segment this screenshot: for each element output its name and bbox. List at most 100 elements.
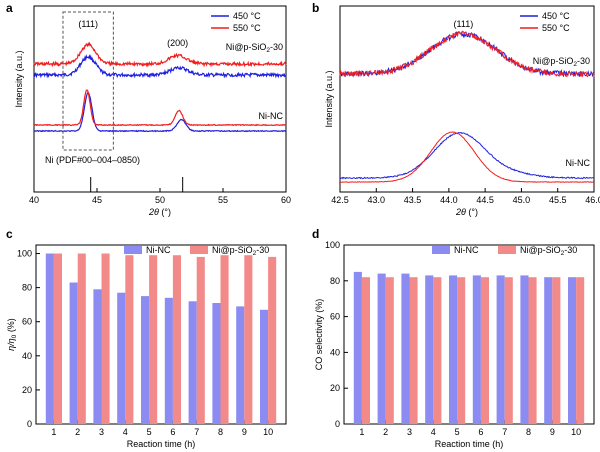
x-tick-label-b: 45.5 bbox=[549, 195, 567, 205]
bar-c bbox=[220, 255, 229, 424]
bar-d bbox=[401, 273, 410, 424]
bar-c bbox=[236, 306, 245, 424]
y-axis-label-d: CO selectivity (%) bbox=[314, 299, 324, 371]
bar-d bbox=[457, 277, 466, 424]
legend-450-a: 450 °C bbox=[233, 11, 261, 21]
highlight-box bbox=[62, 11, 114, 151]
y-tick-label-c: 80 bbox=[22, 283, 32, 293]
legend-label-c: Ni@p-SiO2-30 bbox=[212, 245, 269, 257]
bar-c bbox=[77, 253, 86, 424]
x-tick-label-d: 5 bbox=[455, 427, 460, 437]
bar-c bbox=[196, 256, 205, 424]
legend-label-c: Ni-NC bbox=[146, 245, 171, 255]
y-tick-label-c: 100 bbox=[17, 249, 32, 259]
y-axis-label-c: η/η0 (%) bbox=[6, 318, 18, 351]
peak-label-111-a: (111) bbox=[78, 19, 98, 29]
peak-label-200-a: (200) bbox=[167, 38, 188, 48]
bar-d bbox=[496, 275, 505, 424]
panel-label-c: c bbox=[6, 227, 13, 241]
y-tick-label-c: 0 bbox=[27, 419, 32, 429]
x-tick-label-b: 44.5 bbox=[476, 195, 494, 205]
bar-d bbox=[552, 277, 561, 424]
x-tick-label-c: 5 bbox=[147, 427, 152, 437]
bar-c bbox=[101, 253, 110, 424]
x-axis-label-b: 2θ (°) bbox=[455, 207, 478, 217]
legend-550-a: 550 °C bbox=[233, 23, 261, 33]
xrd-curve-a bbox=[33, 92, 287, 133]
y-tick-label-d: 20 bbox=[330, 383, 340, 393]
bar-d bbox=[544, 277, 553, 424]
reference-label: Ni (PDF#00–004–0850) bbox=[45, 155, 140, 165]
bar-d bbox=[576, 277, 585, 424]
bar-c bbox=[260, 309, 269, 424]
bar-d bbox=[480, 277, 489, 424]
bar-c bbox=[164, 297, 173, 424]
x-tick-label-c: 1 bbox=[51, 427, 56, 437]
plot-area-b bbox=[339, 5, 595, 193]
legend-label-d: Ni-NC bbox=[454, 245, 479, 255]
y-tick-label-d: 80 bbox=[330, 276, 340, 286]
y-tick-label-d: 40 bbox=[330, 347, 340, 357]
bar-c bbox=[244, 255, 253, 424]
x-tick-label-d: 6 bbox=[478, 427, 483, 437]
x-tick-label-a: 45 bbox=[92, 195, 102, 205]
legend-450-b: 450 °C bbox=[542, 11, 570, 21]
x-tick-label-d: 1 bbox=[359, 427, 364, 437]
bar-d bbox=[377, 273, 386, 424]
panel-label-d: d bbox=[312, 227, 319, 241]
bar-d bbox=[504, 277, 513, 424]
x-tick-label-c: 10 bbox=[263, 427, 273, 437]
xrd-zoom-curve-b bbox=[339, 30, 595, 78]
bar-c bbox=[141, 296, 150, 424]
x-tick-label-c: 2 bbox=[75, 427, 80, 437]
x-tick-label-b: 43.5 bbox=[404, 195, 422, 205]
sample-label-sio2-a: Ni@p-SiO2-30 bbox=[226, 42, 283, 54]
bar-c bbox=[172, 255, 181, 424]
legend-label-d: Ni@p-SiO2-30 bbox=[520, 245, 577, 257]
x-tick-label-d: 10 bbox=[571, 427, 581, 437]
y-tick-label-c: 40 bbox=[22, 351, 32, 361]
xrd-curve-a bbox=[33, 41, 287, 68]
bar-c bbox=[53, 253, 62, 424]
bar-c bbox=[93, 289, 102, 424]
x-tick-label-b: 46.0 bbox=[585, 195, 600, 205]
bar-d bbox=[409, 277, 418, 424]
y-tick-label-d: 60 bbox=[330, 312, 340, 322]
x-tick-label-c: 6 bbox=[170, 427, 175, 437]
x-tick-label-a: 40 bbox=[29, 195, 39, 205]
panel-a: 40 45 50 55 60 2θ (°) Intensity (a.u.) Ni (PDF#… bbox=[14, 5, 291, 217]
x-tick-label-d: 4 bbox=[431, 427, 436, 437]
legend-swatch-c bbox=[124, 246, 142, 254]
x-tick-label-a: 50 bbox=[155, 195, 165, 205]
sample-label-sio2-b: Ni@p-SiO2-30 bbox=[533, 56, 590, 68]
x-axis-label-c: Reaction time (h) bbox=[127, 439, 196, 449]
x-axis-label-d: Reaction time (h) bbox=[435, 439, 504, 449]
x-tick-label-b: 45.0 bbox=[513, 195, 531, 205]
plot-area-d bbox=[343, 244, 595, 425]
bar-d bbox=[528, 277, 537, 424]
x-tick-label-d: 3 bbox=[407, 427, 412, 437]
x-tick-label-d: 9 bbox=[550, 427, 555, 437]
panel-label-a: a bbox=[6, 1, 13, 15]
x-tick-label-b: 42.5 bbox=[331, 195, 349, 205]
x-tick-label-c: 4 bbox=[123, 427, 128, 437]
bar-c bbox=[268, 256, 277, 424]
y-tick-label-c: 60 bbox=[22, 317, 32, 327]
x-tick-label-c: 8 bbox=[218, 427, 223, 437]
x-tick-label-b: 44.0 bbox=[440, 195, 458, 205]
xrd-zoom-curve-b bbox=[339, 132, 595, 180]
xrd-curve-a bbox=[34, 89, 287, 127]
x-tick-label-c: 3 bbox=[99, 427, 104, 437]
y-axis-label-a: Intensity (a.u.) bbox=[14, 50, 24, 107]
panel-c: 0 20 40 60 80 100 1 2 3 4 5 6 7 8 9 10 Reaction time (h)… bbox=[6, 244, 287, 449]
xrd-curve-a bbox=[33, 53, 287, 79]
bar-c bbox=[212, 303, 221, 424]
bar-d bbox=[385, 277, 394, 424]
sample-label-ninc-a: Ni-NC bbox=[259, 111, 284, 121]
x-tick-label-d: 7 bbox=[502, 427, 507, 437]
panel-b: 42.5 43.0 43.5 44.0 44.5 45.0 45.5 46.0 2θ (°) In… bbox=[324, 5, 600, 217]
bar-d bbox=[433, 277, 442, 424]
x-tick-label-c: 7 bbox=[194, 427, 199, 437]
x-tick-label-d: 2 bbox=[383, 427, 388, 437]
